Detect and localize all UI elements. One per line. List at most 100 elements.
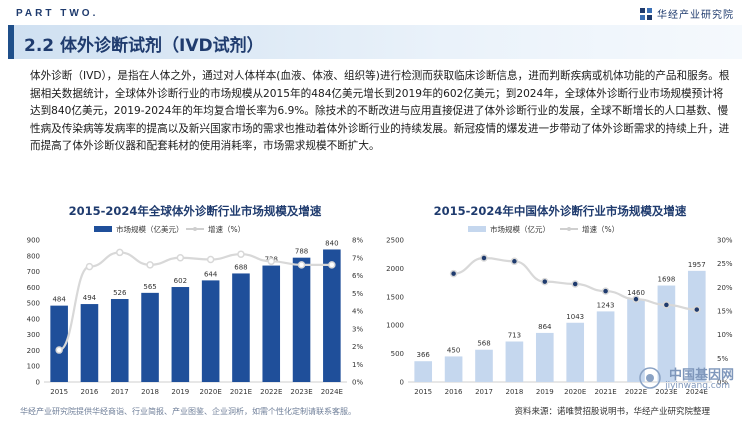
bar-value-label: 450 — [447, 346, 460, 354]
legend-label-bar: 市场规模（亿元） — [490, 224, 550, 234]
section-title-bar: 2.2 体外诊断试剂（IVD试剂） — [8, 25, 742, 59]
bar — [444, 356, 463, 382]
y-right-tick-label: 30% — [717, 237, 733, 245]
y-right-tick-label: 4% — [352, 308, 363, 316]
y-left-tick-label: 2000 — [386, 265, 404, 273]
y-right-tick-label: 20% — [717, 284, 733, 292]
y-right-tick-label: 7% — [352, 254, 363, 262]
x-tick-label: 2016 — [81, 388, 99, 396]
bar-value-label: 494 — [83, 294, 97, 302]
x-tick-label: 2015 — [414, 388, 432, 396]
bar — [535, 332, 554, 382]
growth-point — [176, 254, 185, 262]
legend: 市场规模（亿美元） 增速（%） — [94, 224, 245, 234]
chart-title-china: 2015-2024年中国体外诊断行业市场规模及增速 — [433, 204, 687, 218]
growth-point — [510, 257, 519, 266]
brand-name: 华经产业研究院 — [657, 10, 734, 21]
y-left-tick-label: 0 — [400, 379, 404, 387]
brand: 华经产业研究院 — [640, 6, 734, 21]
x-tick-label: 2022E — [625, 388, 647, 396]
growth-point — [237, 250, 245, 258]
growth-point — [328, 261, 336, 269]
x-tick-label: 2020E — [200, 388, 222, 396]
growth-point — [146, 261, 154, 269]
x-tick-label: 2021E — [594, 388, 616, 396]
title-accent — [8, 25, 14, 59]
bar-value-label: 602 — [174, 277, 187, 285]
growth-point — [297, 261, 306, 269]
section-title: 2.2 体外诊断试剂（IVD试剂） — [24, 36, 264, 56]
x-tick-label: 2016 — [445, 388, 463, 396]
x-tick-label: 2018 — [505, 388, 523, 396]
y-left-tick-label: 1500 — [386, 293, 404, 301]
y-right-tick-label: 3% — [352, 325, 363, 333]
growth-point — [541, 277, 549, 286]
legend-marker-line — [193, 227, 197, 231]
x-tick-label: 2024E — [686, 388, 708, 396]
footer-note: 华经产业研究院提供华经商诣、行业简报、产业图鉴、企业洞析，如需个性化定制请联系客… — [20, 407, 356, 416]
brand-logo-icon — [640, 7, 652, 20]
growth-point — [662, 301, 671, 309]
bar — [414, 361, 433, 382]
bar — [292, 257, 311, 382]
growth-point — [449, 269, 458, 278]
y-right-tick-label: 5% — [717, 355, 728, 363]
x-tick-label: 2020E — [564, 388, 586, 396]
growth-point — [85, 262, 94, 271]
y-right-tick-label: 15% — [717, 308, 733, 316]
bar-value-label: 840 — [325, 239, 338, 247]
stamp-url: jiyinwang.com — [665, 381, 730, 391]
bar — [141, 292, 159, 382]
x-tick-label: 2023E — [290, 388, 312, 396]
y-left-tick-label: 300 — [27, 331, 40, 339]
bar-value-label: 1957 — [688, 261, 706, 269]
bar — [232, 273, 250, 382]
y-left-tick-label: 100 — [27, 363, 40, 371]
growth-point — [55, 346, 63, 354]
x-tick-label: 2017 — [475, 388, 493, 396]
legend-label-line: 增速（%） — [582, 224, 619, 234]
section-label: PART TWO. — [16, 8, 99, 19]
growth-point — [571, 280, 579, 288]
bar — [110, 299, 129, 382]
growth-point — [267, 257, 275, 266]
y-left-tick-label: 1000 — [386, 322, 404, 330]
bar — [627, 299, 645, 382]
x-tick-label: 2017 — [111, 388, 129, 396]
x-tick-label: 2019 — [171, 388, 189, 396]
bar-value-label: 568 — [477, 340, 490, 348]
bar-value-label: 644 — [204, 270, 218, 278]
bar — [596, 311, 615, 382]
bar — [566, 322, 585, 382]
bar-value-label: 1243 — [597, 301, 615, 309]
y-left-tick-label: 400 — [27, 315, 40, 323]
bar — [50, 305, 68, 382]
growth-point — [116, 248, 124, 257]
y-right-tick-label: 10% — [717, 331, 733, 339]
growth-point — [601, 287, 610, 295]
y-right-tick-label: 1% — [352, 361, 363, 369]
growth-point — [480, 254, 488, 262]
footer-source: 资料来源：诺唯赞招股说明书，华经产业研究院整理 — [514, 407, 710, 417]
bar-value-label: 565 — [143, 283, 156, 291]
x-tick-label: 2024E — [321, 388, 343, 396]
bar — [505, 341, 524, 382]
body-paragraph: 体外诊断（IVD），是指在人体之外，通过对人体样本(血液、体液、组织等)进行检测… — [30, 70, 730, 153]
bar — [687, 270, 706, 382]
y-right-tick-label: 25% — [717, 260, 733, 268]
bar-value-label: 1460 — [627, 289, 645, 297]
x-tick-label: 2019 — [536, 388, 554, 396]
growth-line — [58, 251, 332, 352]
bar — [323, 249, 341, 382]
bar — [475, 349, 493, 382]
y-left-tick-label: 600 — [27, 284, 40, 292]
y-left-tick-label: 700 — [27, 268, 40, 276]
site-stamp — [639, 367, 661, 389]
chart-title-global: 2015-2024年全球体外诊断行业市场规模及增速 — [68, 204, 322, 218]
bar — [262, 265, 281, 382]
y-right-tick-label: 6% — [352, 272, 363, 280]
x-tick-label: 2022E — [260, 388, 282, 396]
y-left-tick-label: 800 — [27, 252, 40, 260]
bar — [171, 287, 190, 382]
